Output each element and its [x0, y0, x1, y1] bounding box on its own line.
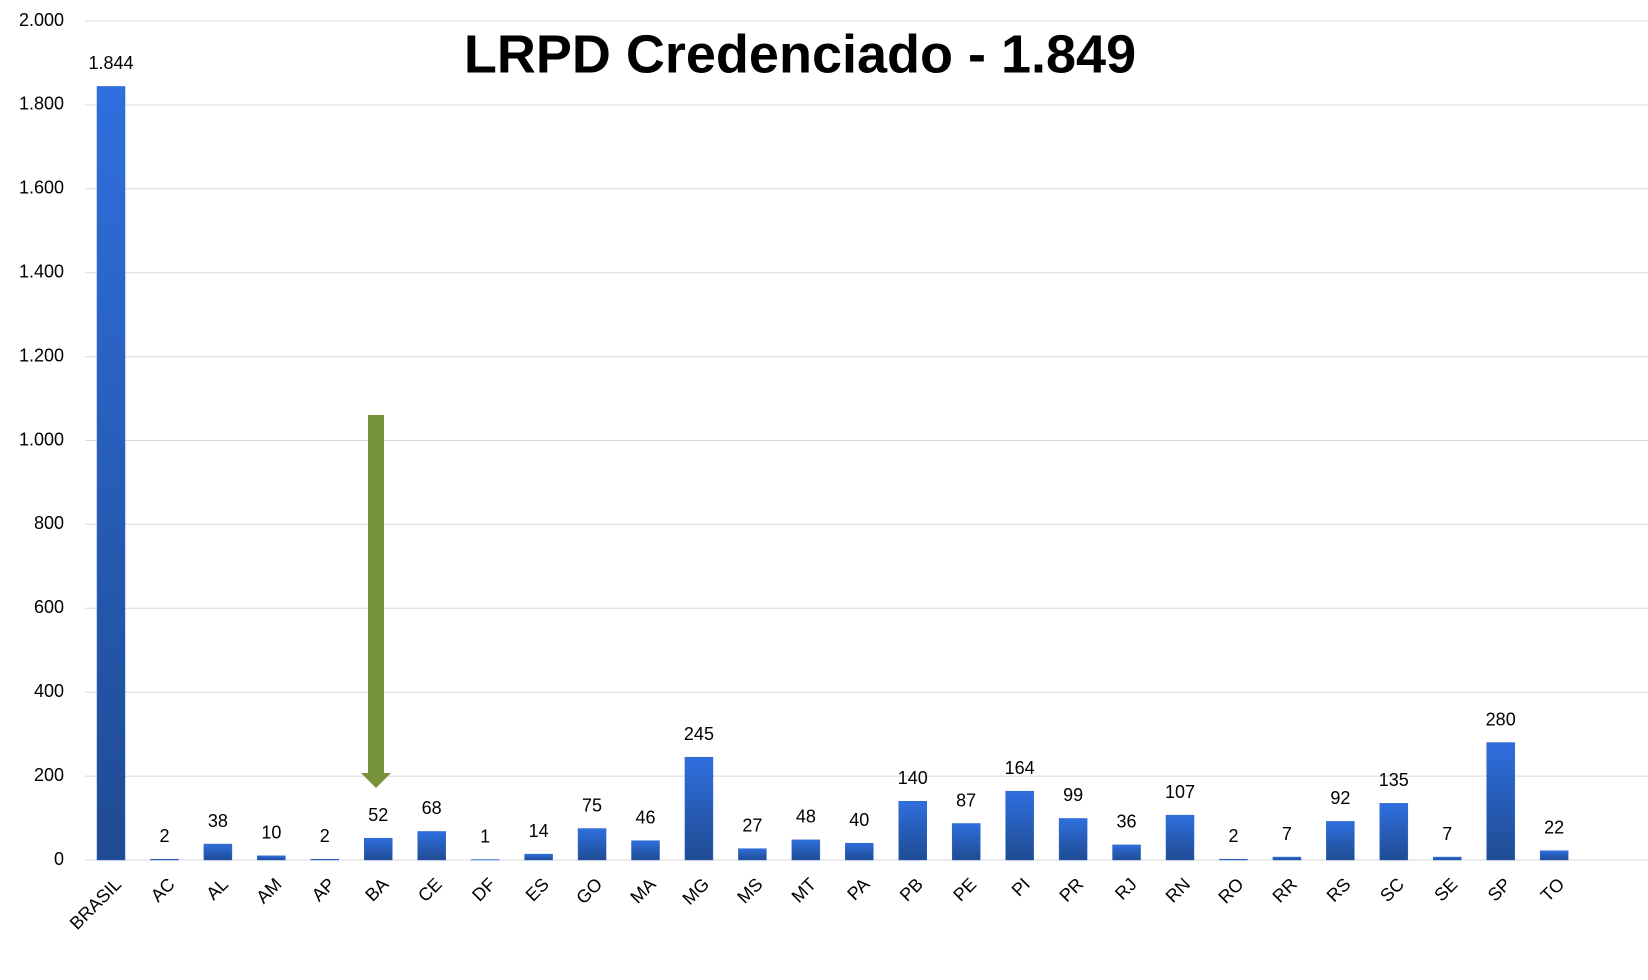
data-label: 280: [1486, 709, 1516, 729]
x-tick-label: BRASIL: [66, 874, 125, 933]
y-tick-label: 800: [34, 513, 64, 533]
x-tick-label: PE: [949, 874, 980, 905]
bar: [1326, 821, 1355, 861]
data-label: 40: [849, 810, 869, 830]
data-label: 2: [1228, 826, 1238, 846]
bar: [1165, 814, 1195, 861]
data-label: 87: [956, 790, 976, 810]
bar: [1539, 850, 1569, 861]
data-label: 140: [898, 768, 928, 788]
bar: [791, 839, 821, 861]
bar: [1433, 856, 1462, 861]
x-tick-label: TO: [1537, 874, 1569, 906]
x-tick-label: MS: [733, 874, 766, 907]
data-label: 75: [582, 795, 602, 815]
bar: [845, 842, 874, 861]
y-tick-label: 1.200: [19, 345, 64, 365]
bar: [631, 840, 660, 861]
y-tick-label: 0: [54, 849, 64, 869]
bar: [684, 756, 714, 861]
x-tick-label: SE: [1430, 874, 1461, 905]
data-label: 22: [1544, 818, 1564, 838]
data-label: 99: [1063, 785, 1083, 805]
x-tick-label: AC: [147, 874, 179, 906]
bar: [96, 86, 126, 861]
x-tick-label: MT: [788, 874, 821, 907]
x-tick-label: AL: [202, 874, 232, 904]
data-label: 10: [261, 823, 281, 843]
bar: [1379, 803, 1409, 861]
bar: [738, 848, 767, 861]
x-tick-label: RJ: [1111, 874, 1141, 904]
data-label: 36: [1117, 812, 1137, 832]
bar: [417, 831, 446, 861]
y-tick-label: 400: [34, 681, 64, 701]
x-tick-label: MA: [626, 874, 659, 907]
x-tick-label: SP: [1484, 874, 1515, 905]
data-label: 27: [742, 815, 762, 835]
arrow: [361, 415, 391, 788]
bar: [1058, 818, 1088, 861]
bar: [1486, 742, 1515, 861]
x-tick-label: ES: [522, 874, 553, 905]
bar: [1112, 844, 1141, 861]
bar: [364, 837, 393, 861]
data-label: 38: [208, 811, 228, 831]
bar: [150, 858, 179, 861]
bar: [203, 843, 233, 861]
x-tick-label: GO: [572, 874, 606, 908]
x-tick-label: SC: [1376, 874, 1408, 906]
data-label: 14: [529, 821, 549, 841]
data-label: 46: [635, 807, 655, 827]
x-tick-label: RR: [1269, 874, 1302, 907]
x-tick-label: BA: [361, 874, 392, 905]
data-label: 135: [1379, 770, 1409, 790]
x-tick-label: AP: [308, 874, 339, 905]
y-tick-label: 1.600: [19, 178, 64, 198]
data-label: 164: [1005, 758, 1035, 778]
x-tick-label: RO: [1214, 874, 1247, 907]
data-label: 245: [684, 724, 714, 744]
bar: [1219, 858, 1248, 861]
x-tick-label: DF: [468, 874, 499, 905]
bar: [1272, 856, 1302, 861]
x-tick-label: PB: [896, 874, 927, 905]
x-tick-label: PR: [1055, 874, 1087, 906]
data-label: 48: [796, 807, 816, 827]
data-label: 7: [1442, 824, 1452, 844]
bar: [524, 853, 553, 861]
y-tick-label: 1.000: [19, 429, 64, 449]
bar: [577, 828, 607, 861]
x-tick-label: RN: [1162, 874, 1195, 907]
data-label: 1.844: [88, 53, 133, 73]
data-label: 92: [1330, 788, 1350, 808]
x-tick-label: PI: [1008, 874, 1034, 900]
data-label: 68: [422, 798, 442, 818]
bar: [1005, 790, 1034, 861]
y-tick-label: 600: [34, 597, 64, 617]
y-tick-label: 2.000: [19, 10, 64, 30]
y-tick-label: 200: [34, 765, 64, 785]
data-label: 107: [1165, 782, 1195, 802]
bar: [310, 858, 340, 861]
data-label: 7: [1282, 824, 1292, 844]
bar: [257, 855, 286, 861]
y-tick-label: 1.400: [19, 261, 64, 281]
bar: [951, 823, 981, 861]
y-tick-label: 1.800: [19, 94, 64, 114]
x-tick-label: AM: [252, 874, 285, 907]
data-label: 52: [368, 805, 388, 825]
chart-title: LRPD Credenciado - 1.849: [464, 24, 1136, 84]
data-label: 1: [480, 826, 490, 846]
x-tick-label: PA: [843, 874, 873, 904]
data-label: 2: [320, 826, 330, 846]
data-label: 2: [159, 826, 169, 846]
bar: [898, 801, 927, 861]
x-tick-label: CE: [414, 874, 446, 906]
x-tick-label: MG: [678, 874, 713, 909]
x-tick-label: RS: [1323, 874, 1355, 906]
